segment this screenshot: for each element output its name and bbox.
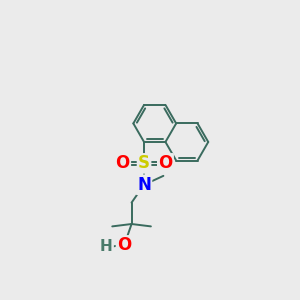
Text: O: O: [158, 154, 172, 172]
Text: S: S: [138, 154, 150, 172]
Text: N: N: [137, 176, 151, 194]
Text: O: O: [117, 236, 131, 254]
Text: O: O: [116, 154, 130, 172]
Text: H: H: [100, 239, 113, 254]
